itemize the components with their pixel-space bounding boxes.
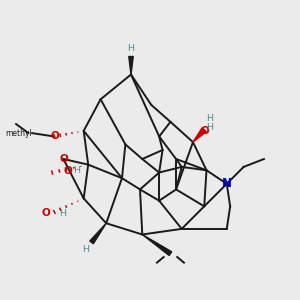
Text: O: O xyxy=(64,167,72,176)
Polygon shape xyxy=(193,128,206,142)
Polygon shape xyxy=(129,56,133,74)
Text: H: H xyxy=(59,208,66,217)
Text: H: H xyxy=(128,44,134,53)
Text: N: N xyxy=(222,177,232,190)
Text: O: O xyxy=(59,154,68,164)
Text: H: H xyxy=(206,114,213,123)
Text: O: O xyxy=(201,126,210,136)
Text: methyl: methyl xyxy=(5,129,32,138)
Text: H: H xyxy=(74,166,80,175)
Text: H: H xyxy=(206,123,213,132)
Text: H: H xyxy=(82,244,89,253)
Polygon shape xyxy=(90,223,106,244)
Text: O: O xyxy=(50,131,59,142)
Text: O: O xyxy=(41,208,50,218)
Polygon shape xyxy=(142,235,172,256)
